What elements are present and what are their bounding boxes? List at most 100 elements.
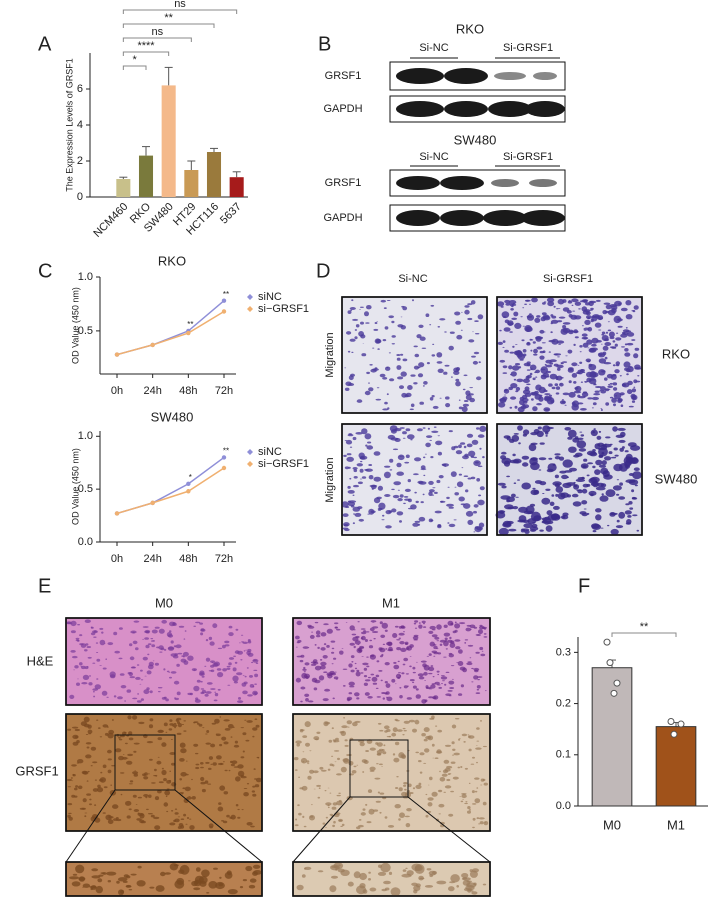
stain (403, 496, 409, 498)
stain (423, 762, 427, 764)
stain (149, 690, 153, 694)
stain (361, 635, 366, 641)
stain (189, 818, 192, 820)
stain (295, 677, 301, 683)
stain (129, 656, 135, 661)
stain (425, 442, 431, 448)
stain (375, 687, 379, 690)
band (396, 101, 444, 117)
stain (375, 398, 382, 401)
stain (401, 392, 407, 398)
stain (384, 326, 389, 330)
stain (510, 383, 518, 389)
stain (530, 349, 533, 352)
stain (618, 302, 622, 306)
stain (295, 646, 298, 648)
stain (608, 331, 615, 338)
stain (179, 758, 185, 762)
stain (307, 624, 312, 628)
stain (372, 626, 379, 629)
stain (169, 676, 172, 679)
stain (558, 308, 561, 309)
stain (223, 791, 229, 795)
stain (384, 629, 388, 632)
stain (397, 454, 405, 461)
stain (96, 658, 101, 662)
stain (360, 672, 364, 674)
stain (526, 363, 531, 367)
stain (352, 494, 355, 496)
stain (456, 334, 463, 340)
stain (429, 439, 433, 441)
stain (307, 763, 310, 765)
stain (613, 315, 622, 324)
blot-row: GRSF1 (325, 70, 362, 82)
stain (501, 457, 512, 465)
stain (362, 808, 366, 811)
stain (352, 636, 359, 642)
stain (464, 453, 469, 458)
stain (319, 659, 323, 661)
stain (180, 772, 187, 777)
stain (546, 520, 554, 525)
stain (206, 730, 210, 733)
stain (128, 672, 133, 677)
stain (148, 813, 153, 815)
band (396, 68, 444, 84)
stain (548, 396, 552, 400)
stain (579, 351, 582, 353)
stain (380, 634, 386, 638)
stain (72, 655, 78, 659)
stain (224, 728, 231, 731)
stain (67, 803, 73, 806)
stain (602, 443, 612, 448)
stain (448, 680, 455, 685)
stain (168, 630, 172, 633)
stain (588, 364, 597, 371)
stain (470, 300, 476, 305)
stain (82, 883, 91, 888)
stain (252, 793, 257, 797)
stain (482, 778, 486, 782)
stain (420, 465, 426, 469)
stain (143, 689, 150, 695)
stain (617, 325, 623, 328)
y-tick-label: 0.2 (556, 697, 571, 709)
image-frame (341, 296, 488, 414)
stain (247, 694, 253, 697)
stain (365, 631, 370, 633)
stain (542, 302, 546, 305)
stain (550, 331, 553, 334)
stain (169, 621, 175, 627)
stain (587, 360, 591, 363)
stain (177, 652, 183, 655)
stain (391, 508, 397, 513)
stain (140, 698, 144, 701)
stain (519, 396, 525, 401)
series-point (114, 511, 120, 516)
stain (396, 776, 399, 778)
stain (417, 673, 424, 677)
stain (334, 761, 337, 763)
stain (217, 806, 224, 812)
stain (464, 642, 467, 644)
stain (544, 363, 547, 366)
stain (208, 767, 212, 771)
stain (459, 622, 466, 625)
stain (183, 798, 189, 804)
stain (345, 439, 353, 445)
stain (426, 435, 433, 438)
stain (353, 513, 356, 515)
stain (413, 345, 418, 348)
stain (331, 755, 334, 757)
stain (357, 481, 363, 485)
stain (525, 299, 531, 302)
stain (426, 655, 430, 657)
stain (506, 496, 515, 502)
stain (450, 665, 455, 667)
stain (144, 675, 147, 677)
stain (353, 476, 358, 479)
stain (300, 654, 305, 658)
row-label: GRSF1 (15, 763, 58, 778)
stain (388, 352, 391, 354)
